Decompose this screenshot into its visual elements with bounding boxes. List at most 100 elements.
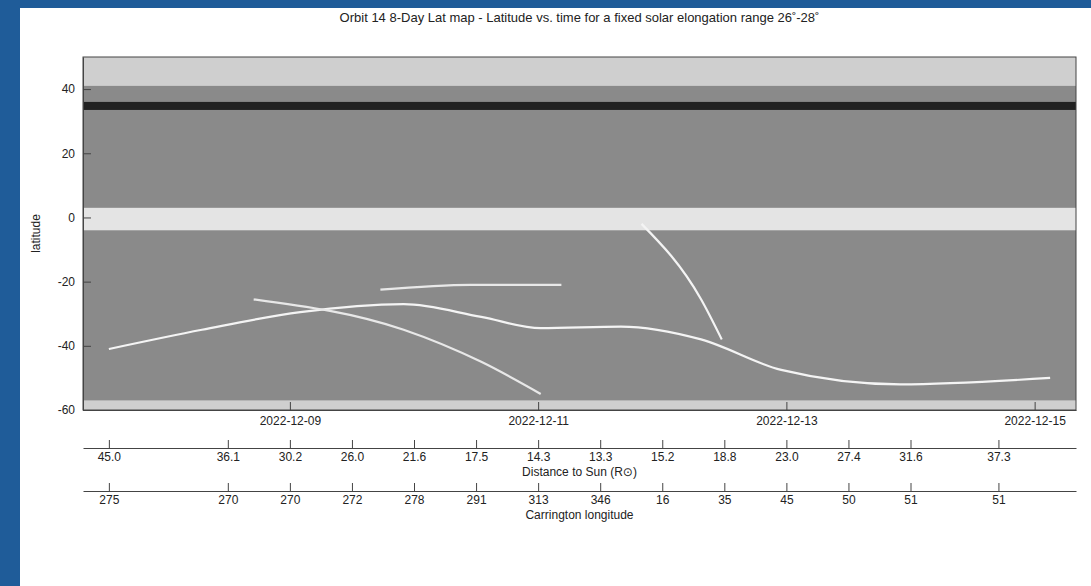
tick: 2022-12-15 — [1004, 402, 1066, 428]
tick: 275 — [99, 483, 119, 507]
tick-label: 40 — [62, 82, 76, 96]
tick-mark — [998, 483, 999, 491]
tick-label: 2022-12-09 — [260, 414, 322, 428]
tick-label: 37.3 — [987, 450, 1011, 464]
tick-mark — [848, 483, 849, 491]
tick-label: 51 — [992, 493, 1006, 507]
tick-mark — [109, 440, 110, 448]
tick-label: 2022-12-15 — [1004, 414, 1066, 428]
tick: 45 — [780, 483, 794, 507]
axis-title: Carrington longitude — [525, 508, 633, 522]
tick: 2022-12-13 — [756, 402, 818, 428]
tick-label: 36.1 — [217, 450, 241, 464]
tick-mark — [786, 440, 787, 448]
tick-mark — [83, 282, 91, 283]
tick-label: 346 — [591, 493, 611, 507]
plot-area — [83, 57, 1076, 410]
tick-mark — [600, 483, 601, 491]
tick: 15.2 — [651, 440, 675, 464]
tick-mark — [414, 440, 415, 448]
axis-line — [83, 58, 84, 411]
tick-mark — [414, 483, 415, 491]
tick-mark — [998, 440, 999, 448]
tick: 31.6 — [899, 440, 923, 464]
axis-title: Distance to Sun (R⊙) — [522, 465, 637, 479]
tick-label: 30.2 — [279, 450, 303, 464]
tick-label: 278 — [404, 493, 424, 507]
tick-mark — [538, 440, 539, 448]
tick-mark — [290, 483, 291, 491]
tick-mark — [290, 440, 291, 448]
axis-line — [84, 410, 1077, 411]
tick-mark — [228, 440, 229, 448]
track — [109, 304, 1050, 384]
y-axis: -60-40-2002040 — [58, 58, 91, 418]
tick: 51 — [904, 483, 918, 507]
tick-label: 275 — [99, 493, 119, 507]
tick: 35 — [718, 483, 732, 507]
tick-mark — [1035, 402, 1036, 410]
tick-label: 16 — [656, 493, 670, 507]
tick-label: 27.4 — [837, 450, 861, 464]
tick-mark — [83, 153, 91, 154]
tick-label: 15.2 — [651, 450, 675, 464]
tick-mark — [786, 483, 787, 491]
tick: 14.3 — [527, 440, 551, 464]
tick-label: 35 — [718, 493, 732, 507]
tick-mark — [352, 440, 353, 448]
distance-axis: 45.036.130.226.021.617.514.313.315.218.8… — [84, 440, 1077, 464]
chart: -60-40-20020402022-12-092022-12-112022-1… — [0, 0, 1091, 586]
tick-label: 0 — [68, 211, 75, 225]
tick-mark — [83, 346, 91, 347]
tick: 346 — [591, 483, 611, 507]
tick-mark — [290, 402, 291, 410]
tick-label: 313 — [529, 493, 549, 507]
band — [83, 57, 1076, 86]
tick-label: 21.6 — [403, 450, 427, 464]
page-background — [20, 8, 1091, 586]
tick: 16 — [656, 483, 670, 507]
tick-label: -40 — [58, 339, 76, 353]
band — [83, 102, 1076, 110]
tick: 270 — [280, 483, 300, 507]
tick: 27.4 — [837, 440, 861, 464]
tick-mark — [538, 483, 539, 491]
tick-mark — [228, 483, 229, 491]
tick: 0 — [68, 211, 91, 225]
tick-mark — [724, 483, 725, 491]
tick: 37.3 — [987, 440, 1011, 464]
tick-mark — [476, 440, 477, 448]
plot-background — [83, 57, 1076, 410]
band — [83, 208, 1076, 230]
tick: 36.1 — [217, 440, 241, 464]
tick-label: 45.0 — [98, 450, 122, 464]
tick-label: -20 — [58, 275, 76, 289]
tick-mark — [352, 483, 353, 491]
tick-label: 51 — [904, 493, 918, 507]
tick-mark — [786, 402, 787, 410]
tick-label: 2022-12-13 — [756, 414, 818, 428]
tick-mark — [600, 440, 601, 448]
tick: 50 — [842, 483, 856, 507]
tick-label: 2022-12-11 — [508, 414, 569, 428]
tick: 51 — [992, 483, 1006, 507]
tick-label: 291 — [467, 493, 487, 507]
band — [83, 400, 1076, 410]
tick: 23.0 — [775, 440, 799, 464]
x-axis: 2022-12-09 2022-12-11 2022-12-13 2022-12-15 — [84, 402, 1077, 428]
tick-label: 50 — [842, 493, 856, 507]
tick: 272 — [342, 483, 362, 507]
tick-mark — [83, 89, 91, 90]
track — [254, 299, 541, 394]
tick: -40 — [58, 339, 91, 353]
tick: 21.6 — [403, 440, 427, 464]
tick-mark — [662, 440, 663, 448]
tick: 2022-12-11 — [508, 402, 569, 428]
tick-label: 23.0 — [775, 450, 799, 464]
tick: 291 — [467, 483, 487, 507]
tick: -20 — [58, 275, 91, 289]
tick: 18.8 — [713, 440, 737, 464]
tick-mark — [109, 483, 110, 491]
tick: 17.5 — [465, 440, 489, 464]
y-axis-title: latitude — [29, 214, 43, 253]
